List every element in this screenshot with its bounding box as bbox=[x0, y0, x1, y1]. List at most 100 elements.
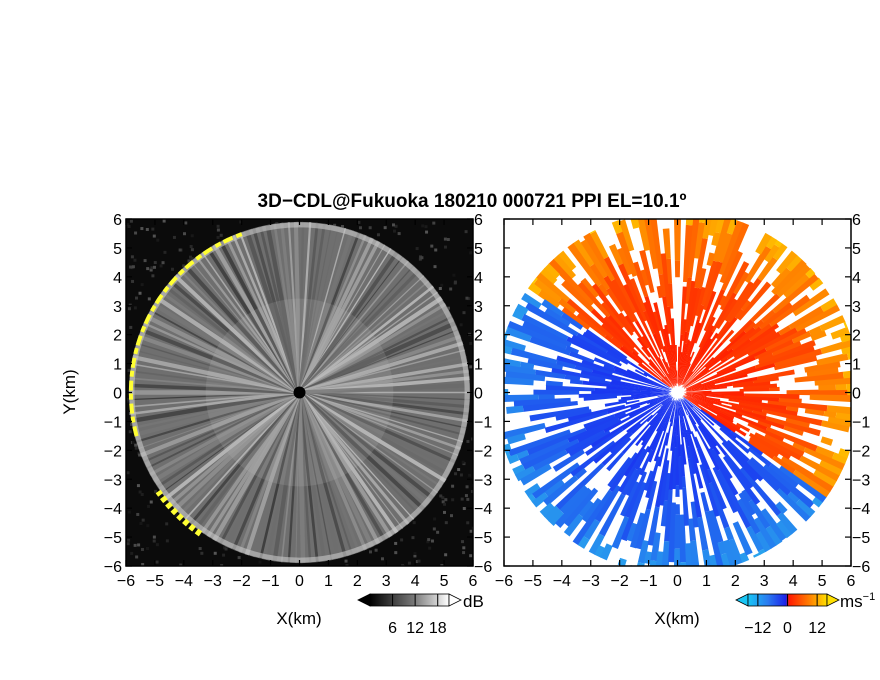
velocity-sector bbox=[621, 468, 639, 496]
velocity-sector bbox=[510, 347, 558, 365]
velocity-sector bbox=[681, 338, 713, 386]
snr-noise-pixel bbox=[469, 554, 473, 558]
velocity-sector bbox=[681, 400, 687, 410]
snr-noise-pixel bbox=[200, 551, 204, 555]
velocity-sector bbox=[747, 422, 785, 442]
velocity-x-tick-label: 5 bbox=[818, 573, 827, 590]
velocity-colorbar-tick-label: 0 bbox=[783, 620, 792, 637]
snr-ray bbox=[149, 391, 301, 477]
velocity-colorbar-ticks: −12 0 12 bbox=[744, 594, 826, 637]
velocity-sector bbox=[719, 261, 750, 311]
snr-noise-pixel bbox=[152, 539, 156, 543]
velocity-sector bbox=[594, 387, 641, 392]
velocity-sector bbox=[708, 405, 735, 419]
velocity-sector bbox=[616, 231, 638, 277]
snr-noise-pixel bbox=[216, 228, 220, 232]
snr-noise-pixel bbox=[129, 265, 133, 269]
snr-noise-pixel bbox=[140, 492, 144, 496]
snr-noise-pixel bbox=[460, 497, 464, 501]
velocity-sector bbox=[539, 502, 555, 518]
velocity-sector bbox=[633, 393, 669, 400]
velocity-sector bbox=[694, 436, 711, 471]
velocity-sector bbox=[717, 469, 752, 529]
velocity-sector bbox=[696, 447, 713, 484]
snr-noise-pixel bbox=[163, 250, 167, 254]
snr-noise-pixel bbox=[155, 560, 159, 564]
snr-x-tick-label: 2 bbox=[353, 573, 362, 590]
snr-noise-pixel bbox=[430, 244, 434, 248]
velocity-sector bbox=[821, 420, 850, 433]
velocity-sector bbox=[632, 261, 649, 298]
velocity-sector bbox=[752, 409, 767, 417]
velocity-sector bbox=[660, 400, 673, 417]
velocity-sector bbox=[505, 326, 509, 334]
velocity-sector bbox=[649, 394, 672, 405]
snr-center-dot bbox=[293, 386, 306, 399]
snr-noise-pixel bbox=[127, 225, 131, 229]
velocity-sector bbox=[598, 493, 626, 537]
velocity-sector bbox=[657, 432, 669, 467]
snr-noise-pixel bbox=[183, 232, 187, 236]
velocity-sector bbox=[684, 396, 702, 408]
velocity-sector bbox=[594, 545, 606, 558]
snr-noise-pixel bbox=[182, 264, 186, 268]
velocity-sector bbox=[555, 409, 592, 421]
snr-ray bbox=[133, 390, 301, 438]
velocity-sector bbox=[641, 346, 651, 358]
snr-noise-pixel bbox=[451, 484, 455, 488]
velocity-sector bbox=[565, 429, 606, 454]
velocity-sector bbox=[516, 449, 530, 461]
velocity-sector bbox=[718, 220, 744, 276]
snr-noise-pixel bbox=[427, 538, 431, 542]
snr-noise-pixel bbox=[415, 560, 419, 564]
velocity-y-tick-label-right: 1 bbox=[852, 357, 861, 374]
snr-noise-pixel bbox=[426, 540, 430, 544]
snr-ray bbox=[297, 251, 399, 394]
velocity-sector bbox=[664, 376, 673, 387]
velocity-sector bbox=[795, 498, 816, 518]
velocity-sector bbox=[778, 325, 792, 336]
velocity-sector bbox=[647, 398, 659, 405]
velocity-sector bbox=[506, 405, 524, 414]
snr-noise-pixel bbox=[159, 264, 163, 268]
snr-x-tick-label: −6 bbox=[117, 573, 135, 590]
snr-ray bbox=[298, 285, 435, 394]
velocity-sector bbox=[678, 352, 683, 387]
velocity-sector bbox=[684, 399, 702, 418]
velocity-sector bbox=[618, 448, 646, 493]
snr-y-tick-label-right: 5 bbox=[474, 241, 483, 258]
snr-ray bbox=[145, 314, 301, 395]
snr-noise-pixel bbox=[222, 553, 226, 557]
velocity-sector bbox=[585, 412, 626, 432]
velocity-sector bbox=[771, 267, 791, 289]
velocity-x-tick-label: 6 bbox=[847, 573, 856, 590]
snr-noise-pixel bbox=[380, 557, 384, 561]
velocity-sector bbox=[684, 369, 710, 388]
velocity-sector bbox=[771, 258, 807, 296]
snr-noise-pixel bbox=[131, 279, 135, 283]
velocity-sector bbox=[641, 400, 672, 442]
snr-x-tick-label: 3 bbox=[382, 573, 391, 590]
velocity-sector bbox=[655, 551, 664, 566]
velocity-sector bbox=[723, 526, 735, 541]
velocity-sector bbox=[538, 394, 555, 401]
snr-noise-pixel bbox=[447, 306, 451, 310]
snr-colorbar-bar bbox=[369, 593, 450, 607]
snr-noise-pixel bbox=[172, 235, 176, 239]
velocity-sector bbox=[713, 376, 725, 382]
chart-title: 3D−CDL@Fukuoka 180210 000721 PPI EL=10.1… bbox=[258, 191, 687, 212]
velocity-sector bbox=[819, 459, 843, 476]
velocity-x-tick-label: −3 bbox=[582, 573, 600, 590]
velocity-sector bbox=[649, 560, 658, 566]
velocity-sector bbox=[716, 298, 738, 330]
velocity-sector bbox=[697, 219, 706, 223]
velocity-sector bbox=[699, 464, 721, 517]
velocity-sector bbox=[634, 320, 668, 375]
snr-noise-pixel bbox=[368, 226, 372, 230]
velocity-sector bbox=[760, 508, 788, 542]
velocity-sector bbox=[643, 372, 672, 390]
velocity-sector bbox=[686, 396, 709, 408]
snr-noise-pixel bbox=[457, 468, 461, 472]
velocity-sector bbox=[726, 326, 756, 352]
velocity-sector bbox=[519, 438, 570, 466]
